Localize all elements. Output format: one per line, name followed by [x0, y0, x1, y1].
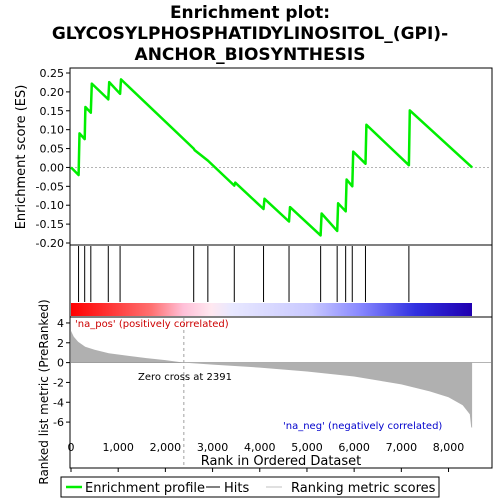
xtick-label: 7,000	[386, 441, 418, 454]
es-ytick-label: -0.10	[36, 199, 64, 212]
metric-ytick-label: 0	[57, 357, 64, 370]
es-ytick-label: 0.00	[40, 161, 65, 174]
zero-cross-label: Zero cross at 2391	[138, 372, 232, 383]
pos-label: 'na_pos' (positively correlated)	[75, 319, 229, 330]
es-profile-line	[70, 78, 473, 237]
title-line-3: ANCHOR_BIOSYNTHESIS	[135, 45, 366, 65]
legend-label-es: Enrichment profile	[85, 481, 205, 496]
xtick-label: 2,000	[150, 441, 182, 454]
es-panel: 0.25 0.20 0.15 0.10 0.05 0.00 -0.05 -0.10 -0.15 -…	[36, 67, 491, 250]
metric-ytick-label: 2	[57, 337, 64, 350]
title-line-1: Enrichment plot:	[170, 3, 330, 23]
metric-ytick-label: -6	[53, 416, 64, 429]
neg-label: 'na_neg' (negatively correlated)	[283, 421, 442, 432]
metric-panel: 4 2 0 -2 -4 -6 0 1,000 2,000 3,000 4,000 5,000 6,000…	[53, 317, 491, 472]
title-line-2: GLYCOSYLPHOSPHATIDYLINOSITOL_(GPI)-	[52, 24, 448, 44]
xtick-label: 4,000	[244, 441, 276, 454]
xtick-label: 3,000	[197, 441, 229, 454]
es-ytick-label: 0.20	[40, 86, 65, 99]
es-ytick-label: 0.05	[40, 143, 65, 156]
xtick-label: 0	[68, 441, 75, 454]
es-ytick-label: 0.25	[40, 67, 65, 80]
metric-area	[71, 330, 473, 428]
plot-frame	[69, 67, 493, 469]
metric-ytick-label: -4	[53, 396, 64, 409]
es-ytick-label: -0.05	[36, 180, 64, 193]
legend-box	[60, 476, 440, 498]
rank-color-bar	[71, 303, 472, 316]
xtick-label: 6,000	[338, 441, 370, 454]
legend-label-hits: Hits	[224, 481, 249, 496]
es-ytick-label: -0.20	[36, 237, 64, 250]
xtick-label: 1,000	[102, 441, 134, 454]
es-ytick-label: 0.15	[40, 105, 65, 118]
legend: Enrichment profile Hits Ranking metric s…	[60, 476, 440, 498]
es-ytick-label: -0.15	[36, 218, 64, 231]
xtick-label: 8,000	[433, 441, 465, 454]
legend-label-metric: Ranking metric scores	[291, 481, 436, 496]
hits-panel	[78, 246, 410, 302]
metric-axis-label: Ranked list metric (PreRanked)	[37, 299, 51, 484]
chart-title: Enrichment plot: GLYCOSYLPHOSPHATIDYLINO…	[52, 3, 448, 65]
es-axis-label: Enrichment score (ES)	[14, 85, 29, 230]
metric-ytick-label: 4	[57, 317, 64, 330]
xtick-label: 5,000	[291, 441, 323, 454]
metric-ytick-label: -2	[53, 376, 64, 389]
es-ytick-label: 0.10	[40, 124, 65, 137]
x-axis-label: Rank in Ordered Dataset	[201, 454, 362, 469]
